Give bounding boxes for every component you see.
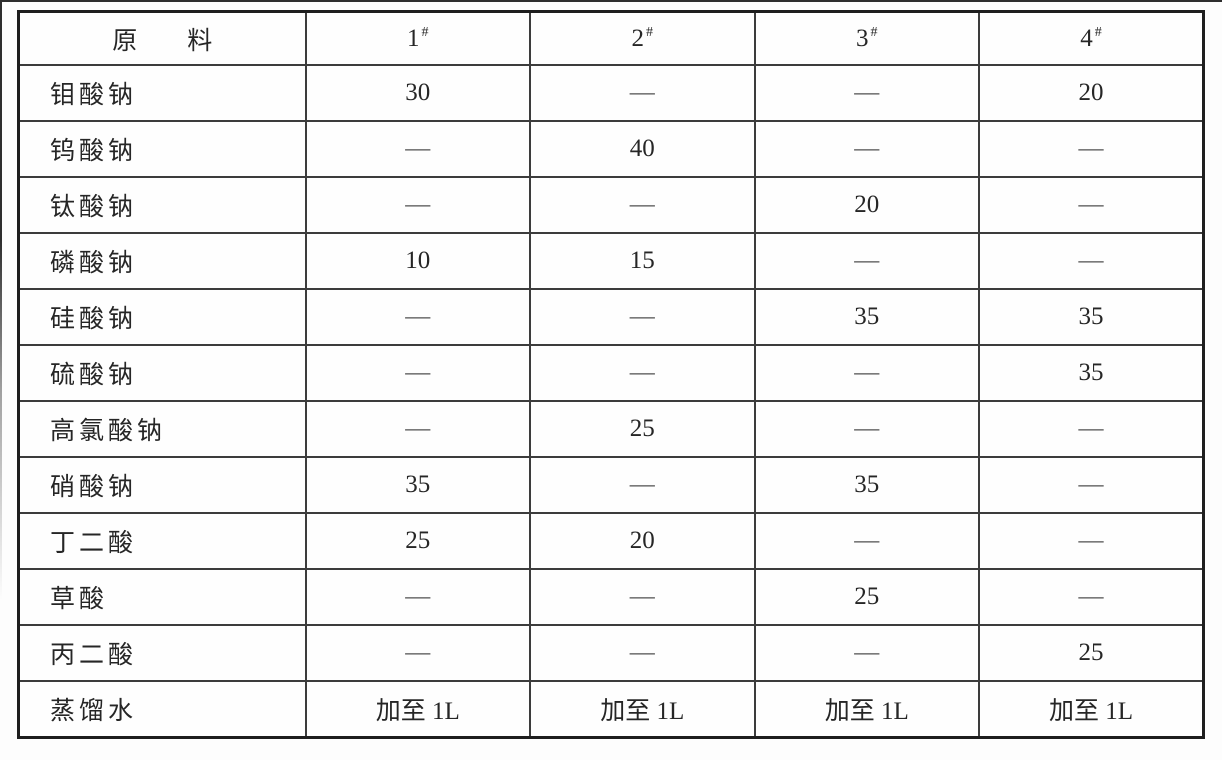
table-row: 钼酸钠 30 — — 20 xyxy=(17,64,1205,122)
value-cell: — xyxy=(978,512,1205,570)
value-cell: — xyxy=(753,344,980,402)
value-cell: — xyxy=(753,64,980,122)
value-cell: 25 xyxy=(529,400,756,458)
material-cell: 高氯酸钠 xyxy=(17,400,307,458)
value-cell: 20 xyxy=(529,512,756,570)
superscript-hash: # xyxy=(421,25,429,41)
value-cell: — xyxy=(529,344,756,402)
header-material: 原 料 xyxy=(17,10,307,66)
table-row: 磷酸钠 10 15 — — xyxy=(17,232,1205,290)
value-cell: 30 xyxy=(304,64,531,122)
value-cell: 25 xyxy=(304,512,531,570)
value-cell: 35 xyxy=(978,344,1205,402)
value-cell: — xyxy=(978,568,1205,626)
value-cell: — xyxy=(304,400,531,458)
superscript-hash: # xyxy=(870,25,878,41)
value-cell: 35 xyxy=(753,456,980,514)
value-cell: — xyxy=(529,624,756,682)
value-cell: 40 xyxy=(529,120,756,178)
value-cell: 25 xyxy=(978,624,1205,682)
table-row: 硝酸钠 35 — 35 — xyxy=(17,456,1205,514)
value-cell: — xyxy=(978,232,1205,290)
value-cell: — xyxy=(978,120,1205,178)
table-row: 蒸馏水 加至 1L 加至 1L 加至 1L 加至 1L xyxy=(17,680,1205,739)
value-cell: — xyxy=(529,456,756,514)
header-col-2: 2 # xyxy=(529,10,756,66)
value-cell: — xyxy=(753,400,980,458)
value-cell: — xyxy=(753,512,980,570)
superscript-hash: # xyxy=(1094,25,1102,41)
table-row: 硅酸钠 — — 35 35 xyxy=(17,288,1205,346)
value-cell: 35 xyxy=(753,288,980,346)
material-cell: 硫酸钠 xyxy=(17,344,307,402)
material-cell: 硝酸钠 xyxy=(17,456,307,514)
value-cell: — xyxy=(753,624,980,682)
value-cell: — xyxy=(529,64,756,122)
value-cell: — xyxy=(529,288,756,346)
header-material-label: 原 料 xyxy=(112,27,213,55)
table-row: 丙二酸 — — — 25 xyxy=(17,624,1205,682)
value-cell: — xyxy=(978,176,1205,234)
value-cell: — xyxy=(304,568,531,626)
value-cell: — xyxy=(753,232,980,290)
value-cell: — xyxy=(529,176,756,234)
value-cell: 35 xyxy=(978,288,1205,346)
formulation-table: 原 料 1 # 2 # 3 # 4 # 钼酸钠 30 — — 20 钨酸钠 — 40 —… xyxy=(17,10,1205,739)
material-cell: 钛酸钠 xyxy=(17,176,307,234)
value-cell: — xyxy=(304,288,531,346)
value-cell: 加至 1L xyxy=(753,680,980,739)
value-cell: 20 xyxy=(753,176,980,234)
table-row: 钨酸钠 — 40 — — xyxy=(17,120,1205,178)
table-row: 硫酸钠 — — — 35 xyxy=(17,344,1205,402)
superscript-hash: # xyxy=(646,25,653,41)
value-cell: — xyxy=(978,400,1205,458)
value-cell: — xyxy=(978,456,1205,514)
table-header-row: 原 料 1 # 2 # 3 # 4 # xyxy=(17,10,1205,66)
value-cell: 35 xyxy=(304,456,531,514)
scan-edge-artifact-top xyxy=(0,0,1222,2)
header-col-4: 4 # xyxy=(978,10,1205,66)
value-cell: 加至 1L xyxy=(529,680,756,739)
value-cell: 加至 1L xyxy=(304,680,531,739)
material-cell: 磷酸钠 xyxy=(17,232,307,290)
value-cell: — xyxy=(304,120,531,178)
material-cell: 硅酸钠 xyxy=(17,288,307,346)
value-cell: — xyxy=(304,624,531,682)
value-cell: 10 xyxy=(304,232,531,290)
material-cell: 丁二酸 xyxy=(17,512,307,570)
value-cell: — xyxy=(529,568,756,626)
material-cell: 蒸馏水 xyxy=(17,680,307,739)
value-cell: 15 xyxy=(529,232,756,290)
header-col-1: 1 # xyxy=(304,10,531,66)
header-col-3: 3 # xyxy=(753,10,980,66)
value-cell: — xyxy=(304,176,531,234)
value-cell: 加至 1L xyxy=(978,680,1205,739)
material-cell: 钼酸钠 xyxy=(17,64,307,122)
material-cell: 钨酸钠 xyxy=(17,120,307,178)
table-row: 草酸 — — 25 — xyxy=(17,568,1205,626)
value-cell: 25 xyxy=(753,568,980,626)
value-cell: — xyxy=(304,344,531,402)
material-cell: 丙二酸 xyxy=(17,624,307,682)
value-cell: — xyxy=(753,120,980,178)
value-cell: 20 xyxy=(978,64,1205,122)
table-row: 钛酸钠 — — 20 — xyxy=(17,176,1205,234)
scan-edge-artifact-left xyxy=(0,0,2,600)
table-row: 高氯酸钠 — 25 — — xyxy=(17,400,1205,458)
table-row: 丁二酸 25 20 — — xyxy=(17,512,1205,570)
material-cell: 草酸 xyxy=(17,568,307,626)
